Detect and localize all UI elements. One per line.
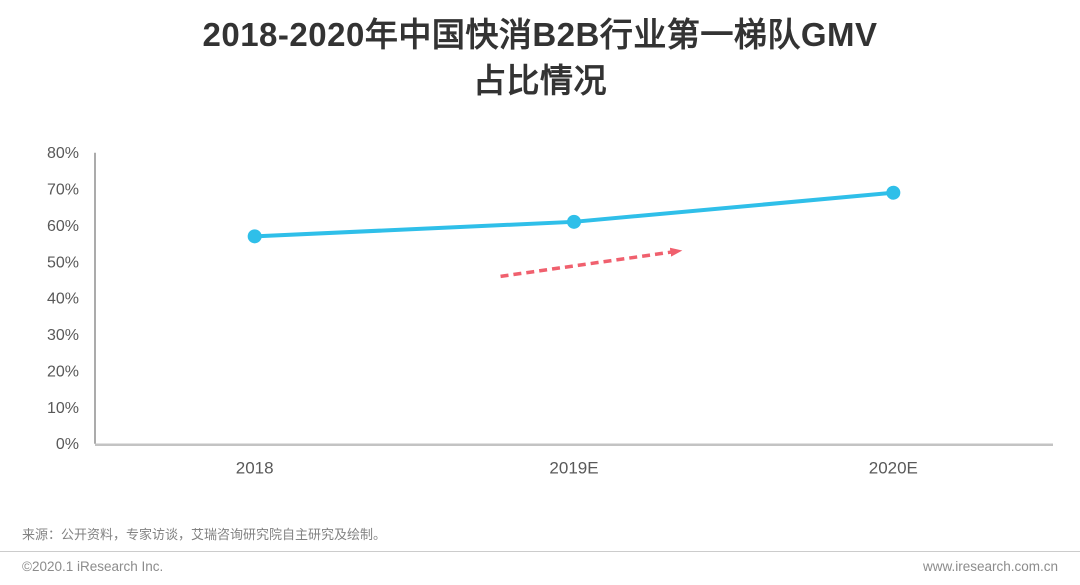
source-note: 来源：公开资料，专家访谈，艾瑞咨询研究院自主研究及绘制。 [22, 527, 387, 542]
data-point [886, 185, 901, 200]
copyright-text: ©2020.1 iResearch Inc. [22, 559, 164, 574]
data-point [247, 229, 262, 244]
y-tick-label: 10% [47, 400, 79, 417]
y-tick-label: 30% [47, 327, 79, 344]
y-tick-label: 50% [47, 254, 79, 271]
series-line [254, 190, 894, 239]
trend-arrow [500, 247, 683, 279]
chart-title-line2: 占比情况 [473, 62, 607, 99]
footer-divider [0, 551, 1080, 552]
x-tick-label: 2019E [549, 459, 598, 478]
data-point [567, 214, 581, 229]
chart-title: 2018-2020年中国快消B2B行业第一梯队GMV 占比情况 [0, 12, 1080, 104]
y-tick-label: 40% [47, 291, 79, 308]
x-tick-label: 2020E [869, 459, 918, 478]
y-tick-label: 80% [47, 145, 79, 162]
footer: ©2020.1 iResearch Inc. www.iresearch.com… [22, 559, 1058, 574]
x-tick-label: 2018 [236, 459, 274, 478]
y-tick-label: 70% [47, 182, 79, 199]
chart-title-line1: 2018-2020年中国快消B2B行业第一梯队GMV [202, 16, 878, 53]
y-tick-label: 60% [47, 218, 79, 235]
y-tick-label: 20% [47, 363, 79, 380]
y-tick-label: 0% [56, 436, 79, 453]
website-url: www.iresearch.com.cn [922, 559, 1058, 574]
